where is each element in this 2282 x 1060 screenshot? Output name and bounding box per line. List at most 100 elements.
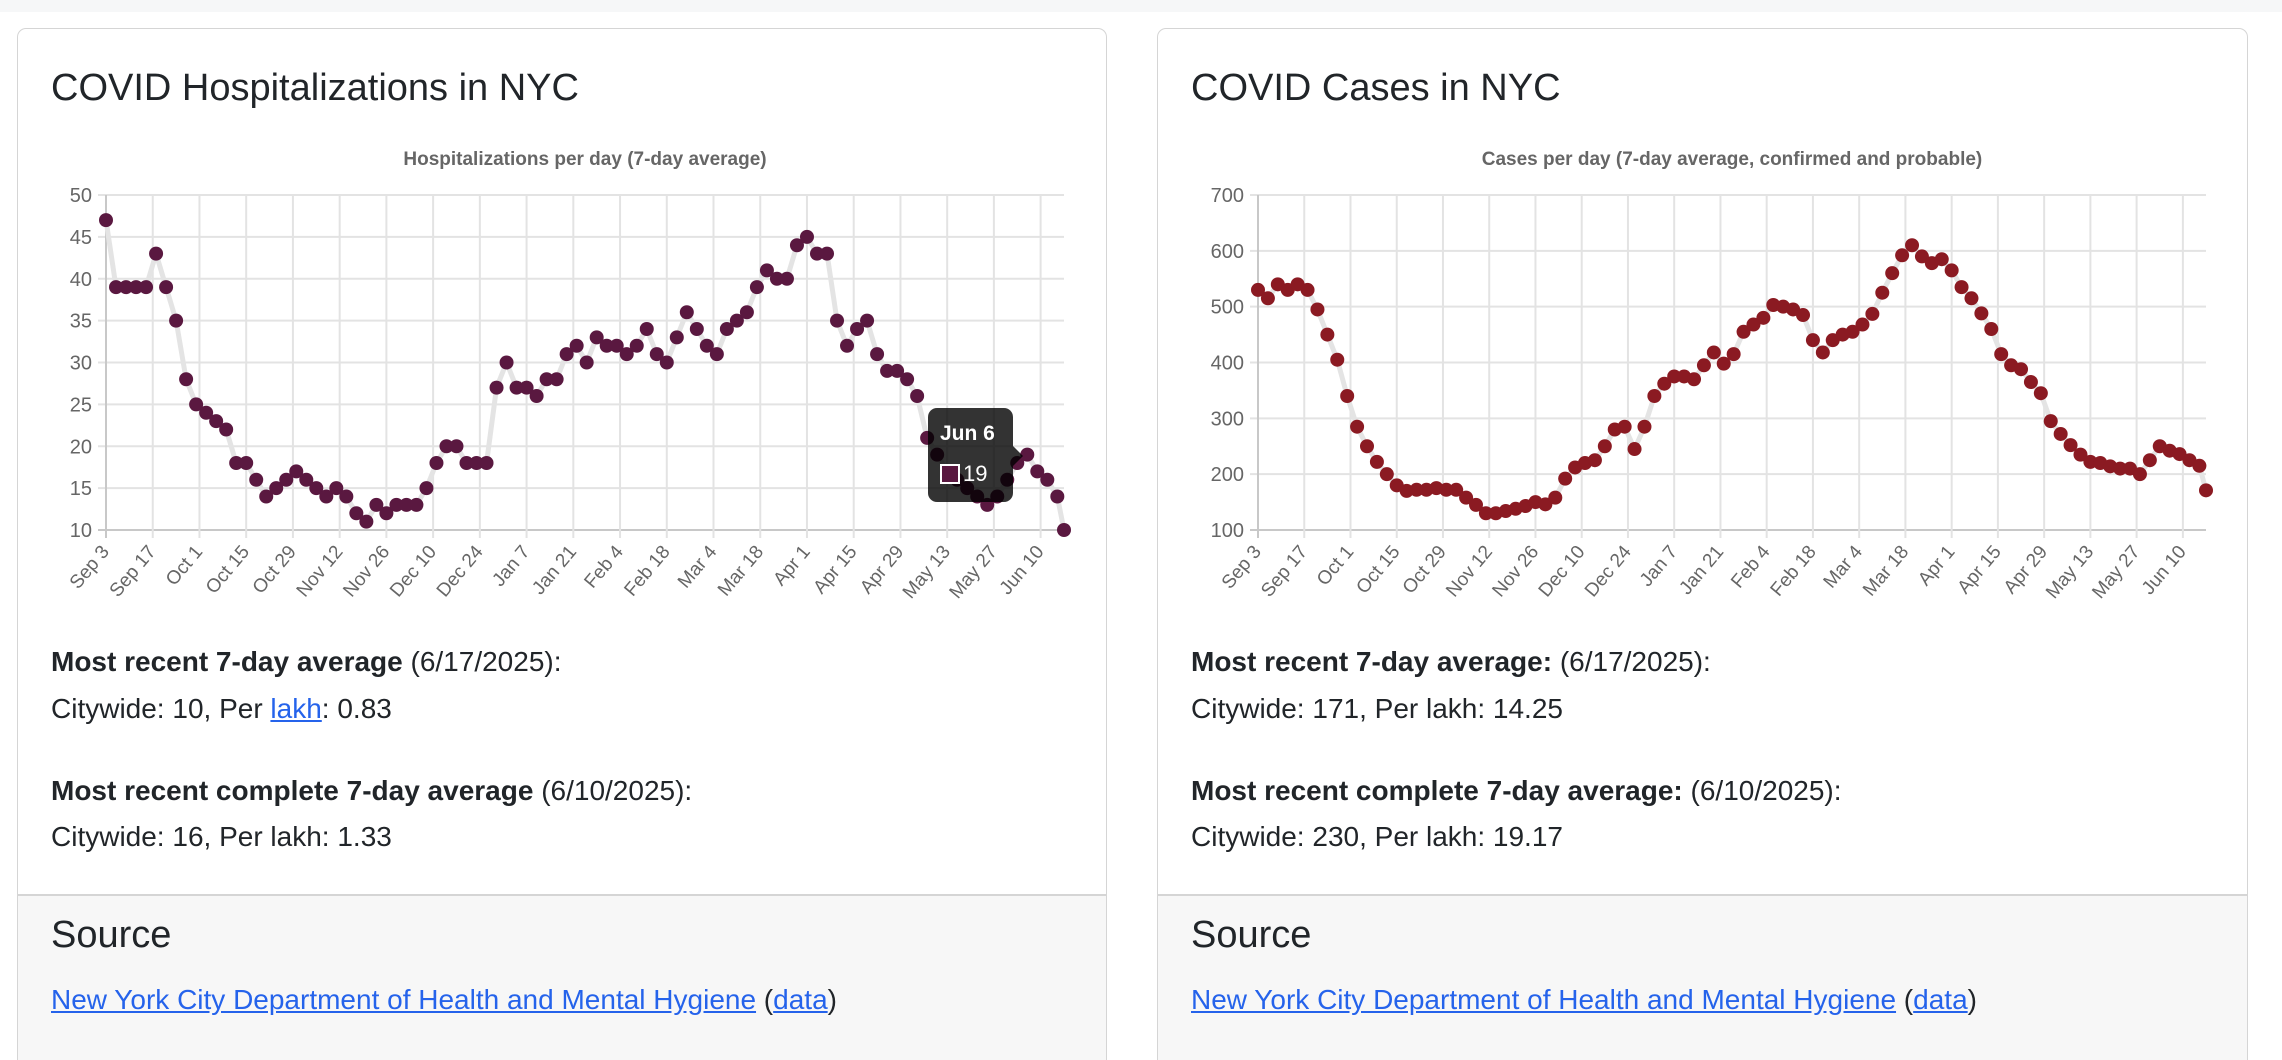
lakh-link[interactable]: lakh xyxy=(270,693,322,724)
y-tick-label: 15 xyxy=(70,478,92,500)
x-tick-label: Jan 21 xyxy=(1676,542,1729,599)
cases-chart[interactable]: Cases per day (7-day average, confirmed … xyxy=(0,0,2282,620)
paren-close: ) xyxy=(827,984,837,1015)
recent-average-label: Most recent 7-day average: xyxy=(1191,646,1553,677)
data-point xyxy=(1706,345,1721,360)
data-point xyxy=(1637,419,1652,434)
data-point xyxy=(1320,327,1335,342)
data-point xyxy=(1885,266,1900,281)
data-point xyxy=(1627,442,1642,457)
data-point xyxy=(219,422,234,437)
data-point xyxy=(1050,489,1065,504)
data-point xyxy=(559,347,574,362)
data-point xyxy=(779,271,794,286)
data-point xyxy=(1756,310,1771,325)
data-point xyxy=(1855,317,1870,332)
data-point xyxy=(409,497,424,512)
data-point xyxy=(699,338,714,353)
data-point xyxy=(659,355,674,370)
data-point xyxy=(1260,291,1275,306)
data-point xyxy=(1954,280,1969,295)
cases-card: COVID Cases in NYC Most recent 7-day ave… xyxy=(1157,28,2248,1060)
data-point xyxy=(1914,249,1929,264)
x-tick-label: Feb 18 xyxy=(1767,542,1821,601)
card-title: COVID Hospitalizations in NYC xyxy=(51,67,579,109)
data-point xyxy=(2199,483,2213,498)
data-point xyxy=(169,313,184,328)
data-point xyxy=(499,355,514,370)
data-link[interactable]: data xyxy=(1913,984,1968,1015)
complete-average-date: (6/10/2025): xyxy=(1682,775,1842,806)
data-point xyxy=(850,322,865,336)
source-link[interactable]: New York City Department of Health and M… xyxy=(1191,984,1897,1015)
data-point xyxy=(2142,453,2157,468)
y-tick-label: 100 xyxy=(1211,520,1244,542)
source-link[interactable]: New York City Department of Health and M… xyxy=(51,984,757,1015)
data-point xyxy=(1944,263,1959,278)
complete-average-heading: Most recent complete 7-day average (6/10… xyxy=(51,775,692,807)
y-tick-label: 25 xyxy=(70,394,92,416)
data-point xyxy=(639,322,654,336)
data-point xyxy=(890,363,905,378)
x-tick-label: May 13 xyxy=(2042,542,2098,603)
data-point xyxy=(669,330,684,345)
data-point xyxy=(1667,369,1682,384)
chart-title: Hospitalizations per day (7-day average) xyxy=(403,149,766,170)
chart-title: Cases per day (7-day average, confirmed … xyxy=(1482,149,1983,170)
data-point xyxy=(589,330,604,345)
data-point xyxy=(799,229,814,244)
recent-average-date: (6/17/2025): xyxy=(1552,646,1711,677)
data-point xyxy=(289,464,304,479)
data-point xyxy=(439,439,454,454)
data-point xyxy=(1984,322,1999,336)
data-point xyxy=(1459,490,1474,505)
recent-average-values: Citywide: 10, Per lakh: 0.83 xyxy=(51,693,392,725)
complete-average-values: Citywide: 16, Per lakh: 1.33 xyxy=(51,821,392,852)
data-point xyxy=(900,372,915,387)
data-point xyxy=(1716,356,1731,371)
hospitalizations-chart[interactable]: Hospitalizations per day (7-day average)… xyxy=(0,0,2282,620)
y-tick-label: 35 xyxy=(70,311,92,333)
data-point xyxy=(319,489,334,504)
data-point xyxy=(809,246,824,261)
y-tick-label: 300 xyxy=(1211,408,1244,430)
data-point xyxy=(2132,467,2147,482)
data-point xyxy=(479,456,494,470)
tooltip-value: 19 xyxy=(963,461,988,486)
data-point xyxy=(1478,506,1493,521)
data-point xyxy=(1379,467,1394,482)
data-point xyxy=(189,397,204,412)
data-point xyxy=(179,372,194,387)
per-lakh-value: : 0.83 xyxy=(321,693,392,724)
data-point xyxy=(139,280,154,295)
data-point xyxy=(109,280,124,295)
tooltip-color-swatch xyxy=(940,464,960,484)
data-point xyxy=(599,338,614,353)
card-title: COVID Cases in NYC xyxy=(1191,67,1561,109)
recent-average-label: Most recent 7-day average xyxy=(51,646,403,677)
data-point xyxy=(329,481,344,496)
data-point xyxy=(820,246,835,261)
x-tick-label: May 27 xyxy=(2088,542,2144,603)
data-point xyxy=(2033,386,2048,401)
data-point xyxy=(759,263,774,278)
x-tick-label: Oct 15 xyxy=(1352,542,1404,598)
data-point xyxy=(429,456,444,470)
y-tick-label: 200 xyxy=(1211,464,1244,486)
data-point xyxy=(910,389,925,403)
x-tick-label: Sep 17 xyxy=(1257,542,1312,602)
complete-average-label: Most recent complete 7-day average: xyxy=(1191,775,1683,806)
data-point xyxy=(1617,419,1632,434)
y-tick-label: 40 xyxy=(70,269,92,291)
y-tick-label: 45 xyxy=(70,227,92,249)
data-point xyxy=(1439,482,1454,497)
data-point xyxy=(419,481,434,496)
data-point xyxy=(359,514,374,529)
data-point xyxy=(269,481,284,496)
data-point xyxy=(1350,419,1365,434)
source-heading: Source xyxy=(1191,914,1312,956)
data-point xyxy=(1687,372,1702,387)
data-link[interactable]: data xyxy=(773,984,828,1015)
data-point xyxy=(1726,347,1741,362)
